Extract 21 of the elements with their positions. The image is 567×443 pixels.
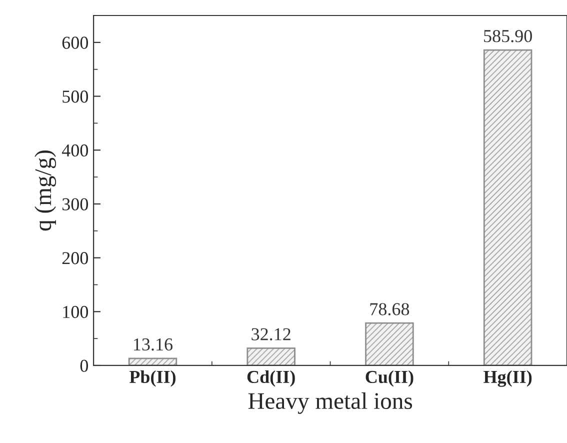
- y-tick-label: 200: [62, 252, 88, 264]
- y-tick-label: 100: [63, 306, 88, 318]
- bar: [128, 358, 178, 366]
- y-tick-label: 0: [80, 360, 88, 372]
- x-tick-label: Cu(II): [366, 370, 414, 387]
- bar: [483, 49, 532, 366]
- y-tick-label: 600: [62, 36, 88, 49]
- data-label: 32.12: [252, 328, 290, 340]
- bar: [246, 347, 296, 366]
- x-tick-label: Cd(II): [247, 370, 295, 387]
- data-label: 78.68: [370, 303, 410, 316]
- data-label: 585.90: [484, 30, 532, 42]
- x-axis-title: Heavy metal ions: [248, 392, 412, 414]
- x-tick-label: Pb(II): [129, 370, 176, 387]
- x-tick-label: Hg(II): [484, 370, 532, 387]
- y-tick-label: 400: [62, 144, 88, 157]
- bar: [365, 322, 414, 366]
- y-tick-label: 300: [62, 198, 88, 210]
- y-axis-title: q (mg/g): [34, 150, 56, 231]
- data-label: 13.16: [134, 338, 173, 351]
- y-tick-label: 500: [62, 90, 88, 103]
